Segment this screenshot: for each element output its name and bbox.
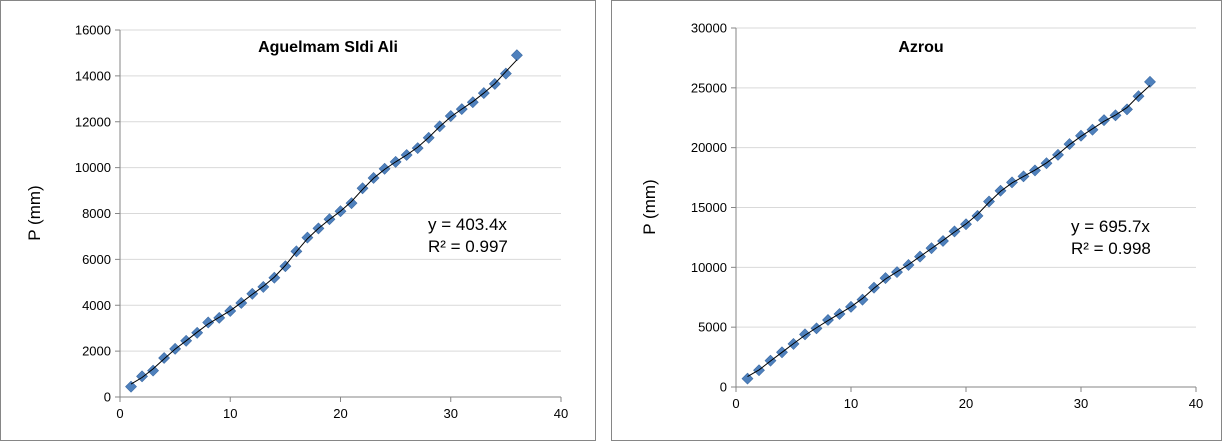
y-tick-label: 16000 (75, 23, 111, 38)
trendline (130, 59, 518, 385)
chart-title: Aguelmam SIdi Ali (258, 39, 398, 56)
x-tick-label: 10 (844, 396, 858, 411)
trendline-r2: R² = 0.997 (428, 237, 508, 256)
y-tick-label: 30000 (691, 21, 727, 36)
data-point (1121, 103, 1133, 116)
x-tick-label: 0 (732, 396, 739, 411)
data-point (971, 209, 984, 222)
data-point (345, 197, 358, 210)
data-point (1144, 75, 1156, 88)
y-tick-label: 10000 (75, 160, 111, 175)
data-point (741, 372, 754, 385)
chart-aguelmam-svg: 0 2000 4000 6000 8000 10000 12000 14000 16000 0 10… (0, 0, 596, 441)
data-point (510, 49, 523, 62)
y-tick-label: 10000 (691, 260, 727, 275)
data-point (147, 364, 159, 377)
trendline-equation: y = 695.7x (1071, 217, 1150, 236)
x-tick-label: 30 (444, 406, 458, 421)
trendline-r2: R² = 0.998 (1071, 239, 1151, 258)
chart-azrou-svg: 0 5000 10000 15000 20000 25000 30000 0 10 20 30 40 A… (611, 0, 1222, 441)
x-tick-label: 0 (116, 406, 123, 421)
chart-title: Azrou (898, 39, 943, 56)
x-tick-label: 40 (1189, 396, 1203, 411)
chart-azrou: 0 5000 10000 15000 20000 25000 30000 0 10 20 30 40 A… (611, 0, 1222, 441)
y-tick-label: 5000 (698, 320, 727, 335)
chart-aguelmam: 0 2000 4000 6000 8000 10000 12000 14000 16000 0 10… (0, 0, 596, 441)
chart-border (0, 0, 596, 441)
y-tick-label: 12000 (75, 114, 111, 129)
data-point (356, 182, 369, 195)
trendline (747, 85, 1151, 377)
y-tick-label: 0 (104, 390, 111, 405)
y-tick-label: 4000 (82, 298, 111, 313)
x-tick-label: 20 (959, 396, 973, 411)
y-tick-label: 0 (720, 380, 727, 395)
trendline-equation: y = 403.4x (428, 215, 507, 234)
x-tick-label: 10 (223, 406, 237, 421)
data-point (499, 67, 512, 80)
y-tick-label: 8000 (82, 206, 111, 221)
data-point (202, 316, 215, 329)
y-tick-label: 15000 (691, 200, 727, 215)
y-tick-label: 25000 (691, 80, 727, 95)
data-point (125, 380, 137, 393)
x-tick-label: 40 (554, 406, 568, 421)
data-point (856, 293, 869, 306)
y-tick-label: 20000 (691, 140, 727, 155)
y-tick-label: 6000 (82, 252, 111, 267)
x-tick-label: 30 (1074, 396, 1088, 411)
chart-border (611, 0, 1222, 441)
y-tick-label: 2000 (82, 344, 111, 359)
data-point (983, 195, 995, 208)
y-axis-label: P (mm) (25, 185, 44, 240)
y-tick-label: 14000 (75, 68, 111, 83)
x-tick-label: 20 (333, 406, 347, 421)
y-axis-label: P (mm) (640, 179, 659, 234)
